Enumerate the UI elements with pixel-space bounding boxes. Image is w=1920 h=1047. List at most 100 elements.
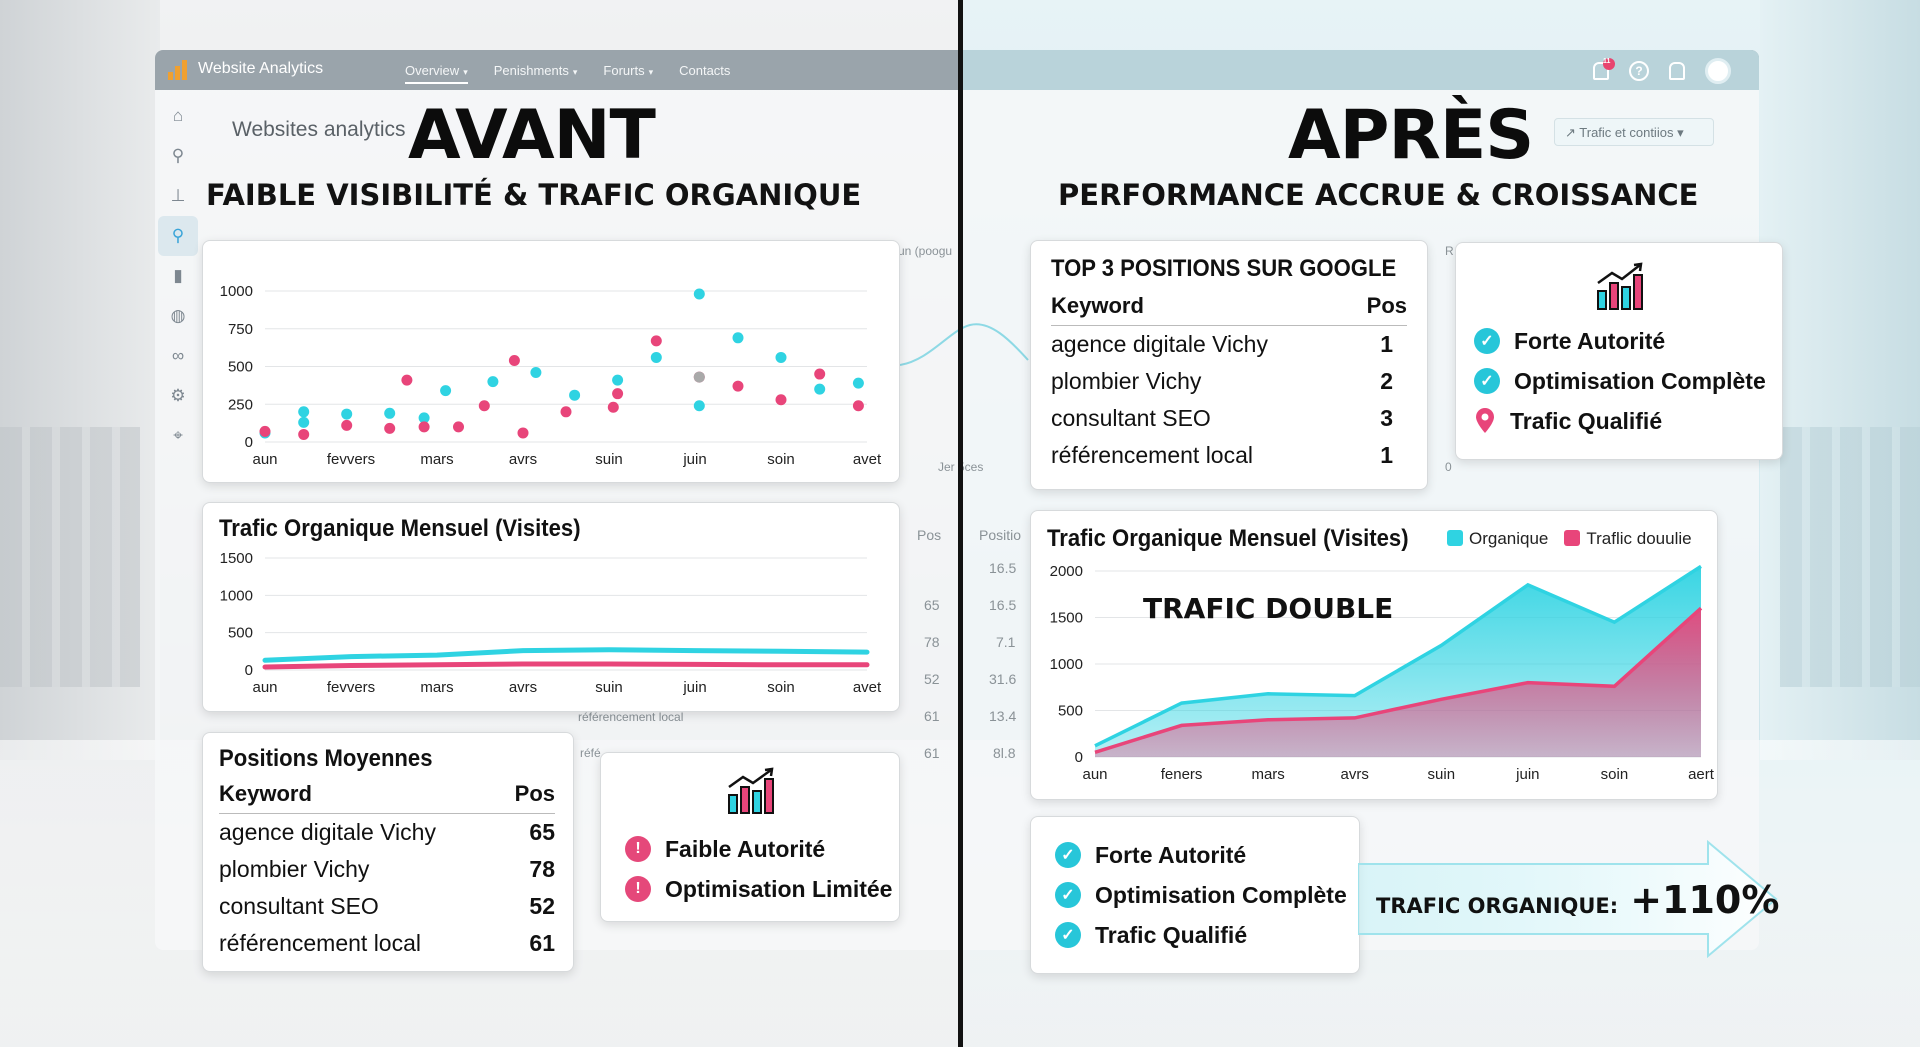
nav-penishments[interactable]: Penishments ▾ xyxy=(494,63,578,84)
scatter-point xyxy=(569,389,581,401)
chevron-down-icon: ▾ xyxy=(648,67,654,77)
chevron-down-icon: ▾ xyxy=(572,67,578,77)
after-heading: APRÈS xyxy=(1288,96,1534,175)
status-card-after-top: ✓ Forte Autorité ✓ Optimisation Complète T… xyxy=(1455,242,1783,460)
y-tick-label: 0 xyxy=(1075,749,1083,766)
growth-chart-icon xyxy=(728,767,774,814)
ghost-line-chart xyxy=(900,323,1029,366)
sidebar: ⌂ ⚲ ⊥ ⚲ ▮ ◍ ∞ ⚙ ⌖ xyxy=(158,90,198,950)
check-icon: ✓ xyxy=(1055,882,1081,908)
keyword-header: Keyword xyxy=(219,781,312,806)
bell-icon[interactable] xyxy=(1669,62,1685,80)
x-tick-label: suin xyxy=(595,679,623,696)
pos-header: Pos xyxy=(514,781,555,806)
status-item: ✓ Trafic Qualifié xyxy=(1055,915,1347,955)
bar-chart-icon[interactable]: ▮ xyxy=(173,266,183,285)
search-icon[interactable]: ⚲ xyxy=(171,146,185,165)
link-icon[interactable]: ∞ xyxy=(171,346,185,365)
legend-item-organique: Organique xyxy=(1447,529,1548,549)
keywords-table-before: Keyword Pos agence digitale Vichy 65 plomb… xyxy=(219,781,555,962)
ghost-position-header: Positio xyxy=(979,527,1022,543)
status-label: Optimisation Complète xyxy=(1095,881,1347,908)
status-item: ✓ Optimisation Complète xyxy=(1055,875,1347,915)
scatter-point xyxy=(508,354,520,366)
top-icons: 11 ? xyxy=(1593,58,1731,84)
nav-label: Penishments xyxy=(493,63,569,78)
ghost-position-value: 7.1 xyxy=(996,634,1016,650)
globe-icon[interactable]: ◍ xyxy=(170,306,186,325)
traffic-card-after: Trafic Organique Mensuel (Visites) Organ… xyxy=(1030,510,1718,800)
y-tick-label: 500 xyxy=(228,359,253,376)
x-tick-label: avrs xyxy=(509,451,537,468)
scatter-point xyxy=(814,368,826,380)
table-row: consultant SEO 52 xyxy=(219,888,555,925)
notifications-icon[interactable]: 11 xyxy=(1593,58,1615,80)
status-label: Trafic Qualifié xyxy=(1095,921,1248,948)
growth-summary: TRAFIC ORGANIQUE: +110% xyxy=(1376,878,1779,922)
positions-card-before: Positions Moyennes Keyword Pos agence dig… xyxy=(202,732,574,972)
scatter-point xyxy=(852,400,864,412)
x-tick-label: soin xyxy=(767,679,795,696)
hierarchy-icon[interactable]: ⊥ xyxy=(170,186,186,205)
x-tick-label: juin xyxy=(682,451,706,468)
y-tick-label: 2000 xyxy=(1050,563,1083,580)
ghost-pos-value: 61 xyxy=(924,708,940,724)
status-item: ✓ Forte Autorité xyxy=(1055,835,1347,875)
series-line xyxy=(1094,606,1703,754)
keyword-cell: agence digitale Vichy xyxy=(1051,331,1268,357)
growth-label: TRAFIC ORGANIQUE: xyxy=(1376,894,1619,918)
series-line xyxy=(262,661,870,670)
x-tick-label: mars xyxy=(420,451,453,468)
nav-contacts[interactable]: Contacts xyxy=(679,63,730,84)
chart-annotation: TRAFIC DOUBLE xyxy=(1143,592,1394,625)
search-active-icon[interactable]: ⚲ xyxy=(158,216,198,256)
before-subheading: FAIBLE VISIBILITÉ & TRAFIC ORGANIQUE xyxy=(206,178,862,212)
top-bar-right-tint xyxy=(963,50,1759,90)
scatter-point xyxy=(341,419,353,431)
keyword-cell: consultant SEO xyxy=(1051,405,1211,431)
growth-arrow xyxy=(1358,840,1778,958)
table-row: plombier Vichy 78 xyxy=(219,851,555,888)
table-row: référencement local 1 xyxy=(1051,437,1407,474)
nav-forurts[interactable]: Forurts ▾ xyxy=(603,63,653,84)
scatter-card: 0 250 500 750 1000 aun fevvers mars avrs suin juin… xyxy=(202,240,900,483)
y-tick-label: 1000 xyxy=(220,283,253,300)
keyword-cell: plombier Vichy xyxy=(219,856,370,882)
warning-icon: ! xyxy=(625,836,651,862)
scatter-point xyxy=(487,376,499,388)
check-icon: ✓ xyxy=(1055,922,1081,948)
app-title: Website Analytics xyxy=(198,60,324,77)
y-tick-label: 1500 xyxy=(1050,610,1083,627)
ghost-position-value: 13.4 xyxy=(989,708,1017,724)
x-tick-label: aun xyxy=(252,451,277,468)
home-icon[interactable]: ⌂ xyxy=(172,106,184,125)
ghost-pos-value: 65 xyxy=(924,597,940,613)
gear-icon[interactable]: ⚙ xyxy=(170,386,186,405)
scatter-point xyxy=(650,351,662,363)
keyword-cell: référencement local xyxy=(219,930,421,956)
legend-label: Traflic douulie xyxy=(1586,529,1692,548)
location-pin-icon[interactable]: ⌖ xyxy=(173,426,183,445)
ghost-position-value: 16.5 xyxy=(989,560,1017,576)
ghost-label: 0 xyxy=(1445,460,1452,474)
status-label: Faible Autorité xyxy=(665,835,826,862)
table-header: Keyword Pos xyxy=(1051,293,1407,326)
help-icon[interactable]: ? xyxy=(1629,61,1649,81)
filter-dropdown[interactable]: ↗ Trafic et contiios ▾ xyxy=(1554,118,1714,146)
warning-icon: ! xyxy=(625,876,651,902)
table-row: agence digitale Vichy 1 xyxy=(1051,326,1407,363)
series-area xyxy=(1095,608,1701,757)
scatter-point xyxy=(517,427,529,439)
y-tick-label: 1000 xyxy=(1050,656,1083,673)
x-tick-label: soin xyxy=(1601,766,1629,783)
notification-badge: 11 xyxy=(1603,58,1615,70)
x-tick-label: avet xyxy=(853,451,882,468)
y-tick-label: 1000 xyxy=(220,587,253,604)
table-row: agence digitale Vichy 65 xyxy=(219,814,555,851)
scatter-point xyxy=(341,408,353,420)
ghost-label: R xyxy=(1445,244,1454,258)
traffic-title-after: Trafic Organique Mensuel (Visites) xyxy=(1047,525,1409,552)
scatter-point xyxy=(418,421,430,433)
avatar[interactable] xyxy=(1705,58,1731,84)
nav-overview[interactable]: Overview ▾ xyxy=(405,63,468,84)
